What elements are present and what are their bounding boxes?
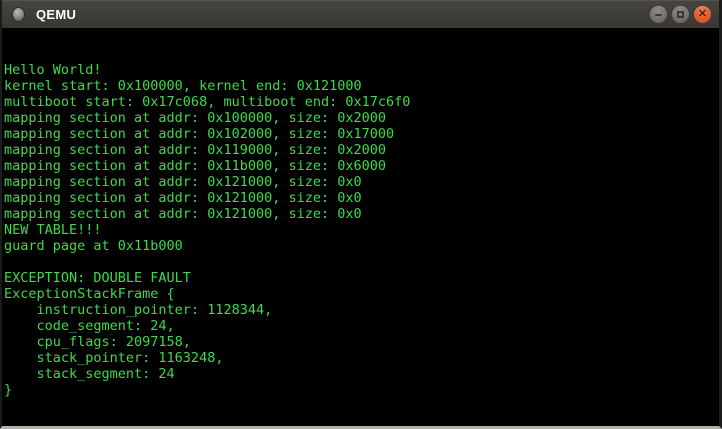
console-line: Hello World! bbox=[4, 62, 102, 78]
qemu-console-display[interactable]: Hello World! kernel start: 0x100000, kern… bbox=[2, 28, 719, 426]
console-line: mapping section at addr: 0x119000, size:… bbox=[4, 142, 387, 158]
close-icon: ✕ bbox=[697, 8, 708, 20]
console-line: mapping section at addr: 0x11b000, size:… bbox=[4, 158, 387, 174]
console-line: guard page at 0x11b000 bbox=[4, 238, 183, 254]
qemu-app-icon-glyph bbox=[12, 8, 24, 21]
console-text-area: Hello World! kernel start: 0x100000, kern… bbox=[2, 28, 719, 398]
console-line bbox=[4, 254, 719, 270]
console-line: mapping section at addr: 0x102000, size:… bbox=[4, 126, 395, 142]
console-line bbox=[4, 46, 719, 62]
console-line: mapping section at addr: 0x121000, size:… bbox=[4, 174, 362, 190]
window-controls: ✕ bbox=[650, 6, 713, 23]
console-line bbox=[4, 30, 719, 46]
console-line: stack_segment: 24 bbox=[4, 366, 175, 382]
console-line: NEW TABLE!!! bbox=[4, 222, 102, 238]
window-titlebar[interactable]: QEMU ✕ bbox=[2, 0, 719, 28]
window-title: QEMU bbox=[36, 7, 77, 22]
console-line: cpu_flags: 2097158, bbox=[4, 334, 191, 350]
close-button[interactable]: ✕ bbox=[694, 6, 711, 23]
qemu-app-icon bbox=[10, 7, 26, 23]
console-line: stack_pointer: 1163248, bbox=[4, 350, 224, 366]
console-line: mapping section at addr: 0x100000, size:… bbox=[4, 110, 387, 126]
console-line: mapping section at addr: 0x121000, size:… bbox=[4, 190, 362, 206]
console-line: } bbox=[4, 382, 13, 398]
console-line: mapping section at addr: 0x121000, size:… bbox=[4, 206, 362, 222]
console-line: multiboot start: 0x17c068, multiboot end… bbox=[4, 94, 411, 110]
console-line: kernel start: 0x100000, kernel end: 0x12… bbox=[4, 78, 362, 94]
maximize-icon bbox=[677, 11, 684, 18]
console-line: code_segment: 24, bbox=[4, 318, 175, 334]
minimize-icon bbox=[655, 13, 662, 16]
console-line: EXCEPTION: DOUBLE FAULT bbox=[4, 270, 191, 286]
maximize-button[interactable] bbox=[672, 6, 689, 23]
console-line: ExceptionStackFrame { bbox=[4, 286, 175, 302]
minimize-button[interactable] bbox=[650, 6, 667, 23]
console-line: instruction_pointer: 1128344, bbox=[4, 302, 273, 318]
